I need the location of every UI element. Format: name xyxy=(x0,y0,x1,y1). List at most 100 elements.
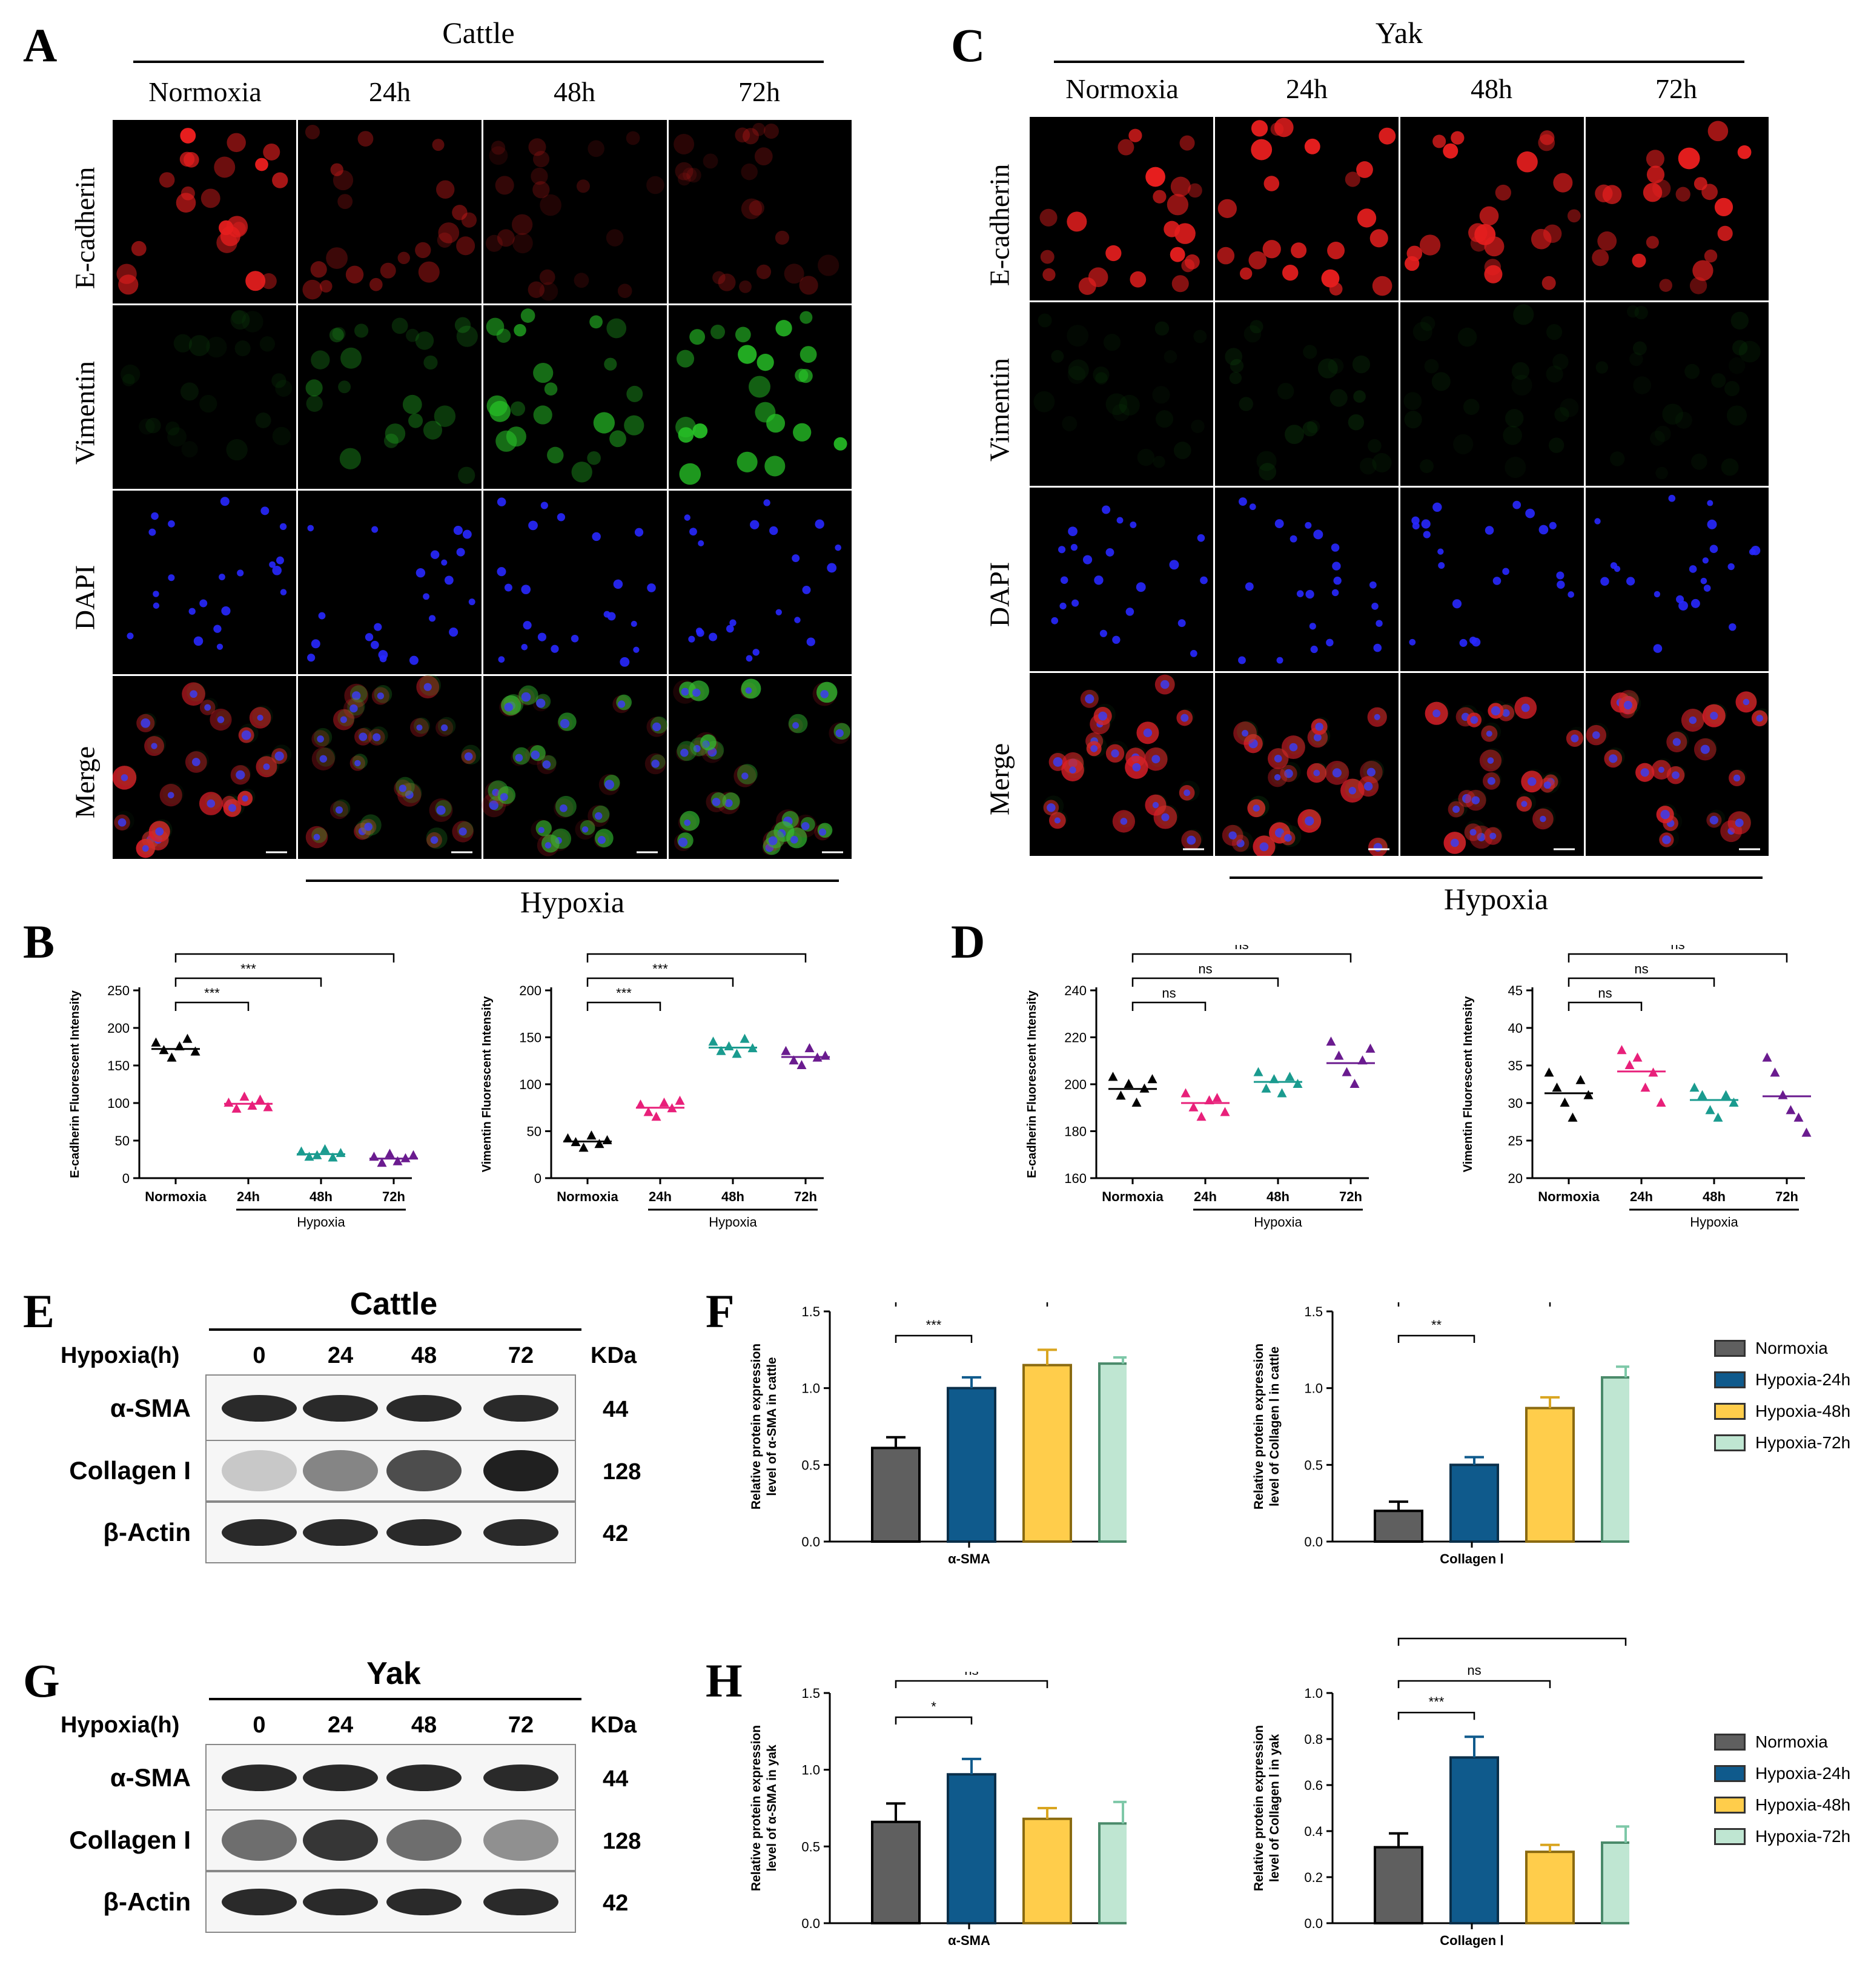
legend-label: Hypoxia-48h xyxy=(1755,1795,1851,1814)
y-tick-label: 0.0 xyxy=(801,1916,820,1931)
protein-band xyxy=(222,1450,297,1491)
bar xyxy=(1525,1850,1575,1925)
significance-bracket xyxy=(174,953,395,963)
y-tick-label: 0.5 xyxy=(1304,1457,1323,1473)
data-point xyxy=(1575,1075,1586,1084)
y-tick-label: 0.5 xyxy=(801,1839,820,1854)
legend-label: Normoxia xyxy=(1755,1732,1828,1751)
protein-band xyxy=(386,1450,462,1491)
panel-label-h: H xyxy=(706,1654,743,1707)
data-point xyxy=(1793,1112,1804,1122)
cattle-hypoxia-rule xyxy=(306,880,839,882)
cattle-image-merge-0 xyxy=(112,676,296,860)
data-point xyxy=(239,1092,250,1101)
y-tick-label: 200 xyxy=(519,983,541,998)
protein-band xyxy=(303,1395,378,1422)
legend-swatch xyxy=(1714,1403,1746,1420)
bar xyxy=(1449,1463,1499,1543)
data-point xyxy=(724,1041,734,1050)
yak-title-rule xyxy=(1054,61,1744,63)
bar xyxy=(1022,1363,1072,1543)
cattle-image-dapi-3 xyxy=(669,491,852,674)
x-axis-label: Collagen Ⅰ xyxy=(1440,1933,1504,1948)
cattle-image-ecad-2 xyxy=(483,120,667,303)
data-point xyxy=(1786,1105,1796,1115)
legend-swatch xyxy=(1714,1434,1746,1451)
significance-label: ns xyxy=(1467,1663,1481,1678)
group-label: Hypoxia xyxy=(1254,1214,1302,1230)
yak-hypoxia-label: Hypoxia xyxy=(1443,882,1549,916)
data-point xyxy=(255,1095,265,1104)
yak-image-merge-0 xyxy=(1030,673,1213,856)
data-point xyxy=(820,1050,830,1060)
legend-swatch xyxy=(1714,1797,1746,1814)
significance-label: ** xyxy=(1431,1317,1442,1333)
group-label: Hypoxia xyxy=(1690,1214,1738,1230)
y-tick-label: 1.0 xyxy=(1304,1686,1323,1701)
data-point xyxy=(328,1152,338,1162)
x-tick-label: Normoxia xyxy=(557,1189,618,1204)
chart-b-vimentin: 0 50 100 150 200 Normoxia 24h 48h 72h Hypoxia Vime… xyxy=(480,945,830,1230)
data-point xyxy=(578,1142,589,1152)
cattle-image-ecad-3 xyxy=(669,120,852,303)
legend-item: Hypoxia-48h xyxy=(1714,1396,1866,1427)
data-point xyxy=(1131,1098,1142,1107)
protein-band xyxy=(483,1764,558,1791)
yak-image-dapi-1 xyxy=(1215,488,1399,671)
y-axis-label: Relative protein expression level of Coll… xyxy=(1252,1725,1282,1891)
x-tick-label: 72h xyxy=(1339,1189,1362,1204)
data-point xyxy=(1617,1045,1627,1055)
significance-bracket xyxy=(586,953,807,963)
legend-label: Normoxia xyxy=(1755,1339,1828,1357)
significance-bracket xyxy=(895,1334,973,1343)
data-point xyxy=(182,1033,193,1043)
protein-band xyxy=(303,1764,378,1791)
y-tick-label: 150 xyxy=(107,1058,130,1073)
panel-label-g: G xyxy=(23,1654,60,1707)
cattle-image-dapi-0 xyxy=(113,491,296,674)
x-axis-label: Collagen Ⅰ xyxy=(1440,1551,1504,1566)
significance-bracket xyxy=(895,1302,1048,1307)
legend-item: Hypoxia-72h xyxy=(1714,1427,1866,1459)
data-point xyxy=(1552,1082,1562,1092)
bar xyxy=(1449,1756,1499,1924)
yak-row-vimentin: Vimentin xyxy=(984,358,1015,462)
legend-item: Hypoxia-24h xyxy=(1714,1364,1866,1396)
cattle-col-48h: 48h xyxy=(554,76,595,107)
data-point xyxy=(1293,1079,1303,1088)
data-point xyxy=(1689,1082,1700,1092)
y-axis-label: Vimentin Fluorescent Intensity xyxy=(480,996,494,1173)
time-label: 24 xyxy=(328,1712,353,1738)
protein-band xyxy=(222,1764,297,1791)
legend-label: Hypoxia-24h xyxy=(1755,1764,1851,1783)
y-tick-label: 1.5 xyxy=(801,1304,820,1319)
blot-title: Yak xyxy=(366,1656,421,1691)
time-label: 72 xyxy=(508,1343,534,1368)
data-point xyxy=(1349,1079,1360,1088)
data-point xyxy=(1632,1052,1643,1062)
panel-label-e: E xyxy=(23,1285,55,1337)
time-label: 48 xyxy=(411,1712,437,1738)
band-name: Collagen I xyxy=(69,1826,191,1854)
y-axis-label: Vimentin Fluorescent Intensity xyxy=(1462,996,1475,1173)
error-bar xyxy=(1038,1807,1057,1819)
data-point xyxy=(1124,1079,1134,1088)
y-axis-label: Relative protein expression level of α-SM… xyxy=(749,1725,779,1891)
protein-band xyxy=(483,1450,558,1491)
y-tick-label: 100 xyxy=(107,1096,130,1111)
cattle-image-merge-1 xyxy=(298,674,482,860)
protein-band xyxy=(303,1889,378,1915)
error-bar xyxy=(962,1376,981,1388)
data-point xyxy=(263,1102,273,1112)
yak-image-dapi-3 xyxy=(1586,488,1769,671)
yak-image-ecad-3 xyxy=(1586,117,1769,300)
y-tick-label: 100 xyxy=(519,1077,541,1092)
protein-band xyxy=(303,1450,378,1491)
significance-bracket xyxy=(1131,977,1279,987)
significance-label: *** xyxy=(616,986,632,1001)
significance-bracket xyxy=(1397,1302,1551,1307)
x-tick-label: 72h xyxy=(382,1189,405,1204)
time-label: 24 xyxy=(328,1343,353,1368)
y-axis-label: Relative protein expression level of α-SM… xyxy=(749,1344,779,1509)
